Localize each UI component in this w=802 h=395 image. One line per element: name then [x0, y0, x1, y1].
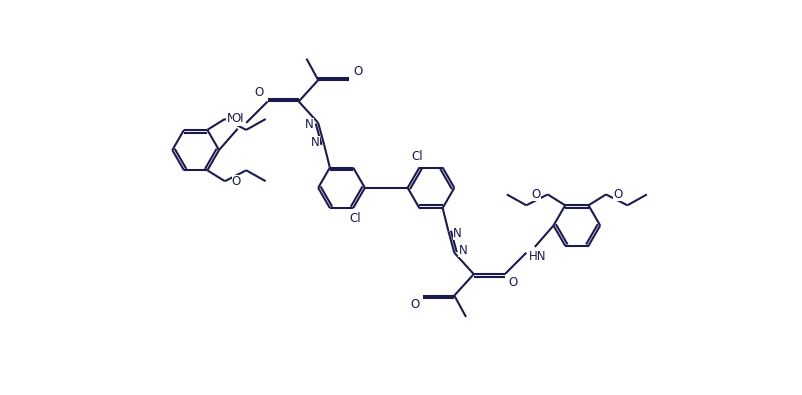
Text: O: O [410, 297, 419, 310]
Text: N: N [458, 244, 467, 257]
Text: O: O [353, 65, 362, 78]
Text: HN: HN [528, 250, 545, 263]
Text: N: N [305, 118, 314, 131]
Text: Cl: Cl [349, 213, 361, 226]
Text: O: O [531, 188, 540, 201]
Text: N: N [310, 136, 319, 149]
Text: Cl: Cl [411, 150, 423, 163]
Text: O: O [508, 276, 517, 289]
Text: N: N [452, 227, 461, 240]
Text: O: O [254, 87, 263, 100]
Text: NH: NH [226, 113, 244, 126]
Text: O: O [232, 113, 241, 126]
Text: O: O [232, 175, 241, 188]
Text: O: O [612, 188, 622, 201]
